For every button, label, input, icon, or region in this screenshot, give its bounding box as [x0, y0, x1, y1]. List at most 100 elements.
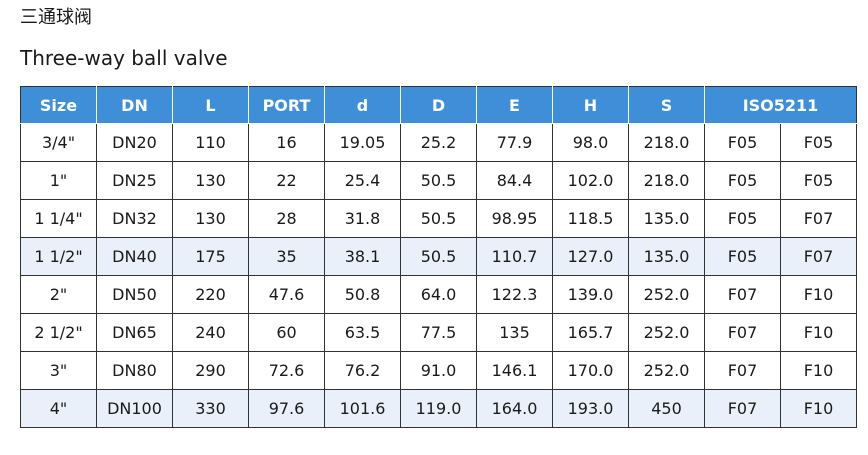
table-cell: 330 [172, 389, 249, 428]
table-cell: 118.5 [552, 199, 629, 238]
table-cell: F05 [704, 161, 781, 200]
table-cell: 25.4 [324, 161, 401, 200]
header-dn: DN [96, 86, 173, 124]
table-cell: 165.7 [552, 313, 629, 352]
table-cell: 4" [20, 389, 97, 428]
table-cell: 290 [172, 351, 249, 390]
table-cell: DN20 [96, 123, 173, 162]
table-cell: F07 [704, 351, 781, 390]
table-cell: 252.0 [628, 351, 705, 390]
table-cell: 102.0 [552, 161, 629, 200]
table-cell: 98.0 [552, 123, 629, 162]
table-cell: DN40 [96, 237, 173, 276]
table-cell: F05 [704, 199, 781, 238]
table-cell: 135.0 [628, 237, 705, 276]
table-cell: F05 [704, 123, 781, 162]
table-cell: DN32 [96, 199, 173, 238]
table-cell: F05 [780, 123, 857, 162]
table-cell: 31.8 [324, 199, 401, 238]
table-row: 3/4" DN20 110 16 19.05 25.2 77.9 98.0 218.0 F05 F0… [20, 123, 857, 162]
table-cell: 119.0 [400, 389, 477, 428]
table-row: 3" DN80 290 72.6 76.2 91.0 146.1 170.0 252.0 F07 F… [20, 351, 857, 390]
table-cell: 25.2 [400, 123, 477, 162]
table-cell: 77.5 [400, 313, 477, 352]
header-h: H [552, 86, 629, 124]
table-cell: 218.0 [628, 123, 705, 162]
table-cell: 450 [628, 389, 705, 428]
table-row: 1" DN25 130 22 25.4 50.5 84.4 102.0 218.0 F05 F05 [20, 161, 857, 200]
table-cell: 1" [20, 161, 97, 200]
header-s: S [628, 86, 705, 124]
table-cell: 64.0 [400, 275, 477, 314]
table-cell: 76.2 [324, 351, 401, 390]
table-cell: 122.3 [476, 275, 553, 314]
page-title-english: Three-way ball valve [20, 46, 228, 70]
table-cell: F07 [780, 237, 857, 276]
table-cell: F07 [704, 275, 781, 314]
table-cell: 240 [172, 313, 249, 352]
table-cell: 97.6 [248, 389, 325, 428]
table-cell: 38.1 [324, 237, 401, 276]
header-d-large: D [400, 86, 477, 124]
table-cell: F10 [780, 275, 857, 314]
page-title-chinese: 三通球阀 [20, 7, 92, 28]
table-cell: 84.4 [476, 161, 553, 200]
table-cell: F07 [704, 389, 781, 428]
table-cell: 175 [172, 237, 249, 276]
table-row: 2" DN50 220 47.6 50.8 64.0 122.3 139.0 252.0 F07 F… [20, 275, 857, 314]
table-row: 4" DN100 330 97.6 101.6 119.0 164.0 193.0 450 F07… [20, 389, 857, 428]
table-cell: 220 [172, 275, 249, 314]
table-cell: 127.0 [552, 237, 629, 276]
table-cell: 91.0 [400, 351, 477, 390]
table-cell: 146.1 [476, 351, 553, 390]
table-cell: 28 [248, 199, 325, 238]
table-cell: 2" [20, 275, 97, 314]
table-cell: 19.05 [324, 123, 401, 162]
table-row: 1 1/4" DN32 130 28 31.8 50.5 98.95 118.5 135.0 F0… [20, 199, 857, 238]
table-cell: 47.6 [248, 275, 325, 314]
table-cell: 50.8 [324, 275, 401, 314]
table-cell: F07 [780, 199, 857, 238]
header-port: PORT [248, 86, 325, 124]
table-cell: 193.0 [552, 389, 629, 428]
table-cell: 72.6 [248, 351, 325, 390]
table-cell: DN65 [96, 313, 173, 352]
header-l: L [172, 86, 249, 124]
table-cell: 252.0 [628, 313, 705, 352]
table-cell: 50.5 [400, 237, 477, 276]
table-cell: 2 1/2" [20, 313, 97, 352]
table-cell: 135.0 [628, 199, 705, 238]
table-cell: DN50 [96, 275, 173, 314]
header-e: E [476, 86, 553, 124]
table-cell: F10 [780, 313, 857, 352]
table-cell: 3" [20, 351, 97, 390]
table-cell: F05 [704, 237, 781, 276]
table-cell: F10 [780, 351, 857, 390]
table-cell: F07 [704, 313, 781, 352]
table-cell: 139.0 [552, 275, 629, 314]
table-cell: DN100 [96, 389, 173, 428]
table-cell: 35 [248, 237, 325, 276]
table-cell: 3/4" [20, 123, 97, 162]
table-cell: 16 [248, 123, 325, 162]
table-cell: 164.0 [476, 389, 553, 428]
table-cell: 130 [172, 199, 249, 238]
table-cell: F10 [780, 389, 857, 428]
table-cell: 77.9 [476, 123, 553, 162]
table-cell: 1 1/2" [20, 237, 97, 276]
table-header-row: Size DN L PORT d D E H S ISO5211 [20, 86, 857, 124]
table-cell: 60 [248, 313, 325, 352]
table-cell: 218.0 [628, 161, 705, 200]
table-cell: 22 [248, 161, 325, 200]
table-cell: 110 [172, 123, 249, 162]
table-cell: DN80 [96, 351, 173, 390]
table-cell: 98.95 [476, 199, 553, 238]
table-cell: 252.0 [628, 275, 705, 314]
table-cell: 63.5 [324, 313, 401, 352]
table-row: 2 1/2" DN65 240 60 63.5 77.5 135 165.7 252.0 F07 F… [20, 313, 857, 352]
table-cell: 110.7 [476, 237, 553, 276]
table-body: 3/4" DN20 110 16 19.05 25.2 77.9 98.0 218.0 F05 F0… [20, 123, 857, 428]
table-cell: 101.6 [324, 389, 401, 428]
header-iso5211: ISO5211 [704, 86, 857, 124]
table-cell: DN25 [96, 161, 173, 200]
